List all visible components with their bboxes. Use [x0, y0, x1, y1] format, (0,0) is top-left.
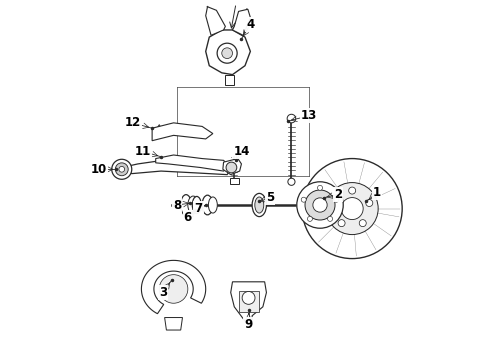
Circle shape	[349, 187, 356, 194]
Text: 7: 7	[195, 202, 203, 215]
Circle shape	[217, 43, 237, 63]
Circle shape	[305, 190, 335, 220]
Circle shape	[328, 216, 333, 221]
Circle shape	[302, 158, 402, 258]
Bar	[230, 178, 239, 184]
Circle shape	[242, 292, 255, 304]
Circle shape	[313, 198, 327, 212]
Circle shape	[226, 162, 237, 173]
Circle shape	[287, 114, 296, 123]
Text: 5: 5	[266, 192, 274, 204]
Circle shape	[332, 199, 339, 207]
Polygon shape	[223, 158, 242, 175]
Circle shape	[338, 220, 345, 227]
Polygon shape	[156, 155, 229, 171]
Text: 9: 9	[245, 318, 253, 331]
Polygon shape	[232, 9, 250, 35]
Text: 8: 8	[173, 198, 181, 212]
Ellipse shape	[181, 195, 192, 215]
Circle shape	[297, 182, 343, 228]
Circle shape	[288, 178, 295, 185]
Text: 4: 4	[246, 18, 254, 31]
Text: 11: 11	[135, 145, 151, 158]
Text: 1: 1	[373, 186, 381, 199]
Text: 12: 12	[124, 116, 141, 129]
Circle shape	[159, 275, 188, 303]
Circle shape	[307, 216, 313, 221]
Polygon shape	[225, 75, 234, 85]
Ellipse shape	[208, 197, 218, 213]
Polygon shape	[231, 282, 267, 321]
Circle shape	[366, 199, 373, 207]
Polygon shape	[165, 318, 182, 330]
Circle shape	[341, 198, 363, 220]
Ellipse shape	[192, 197, 201, 213]
Ellipse shape	[252, 193, 267, 217]
Text: 14: 14	[233, 145, 249, 158]
Text: 10: 10	[91, 163, 107, 176]
Polygon shape	[122, 160, 231, 175]
Text: 6: 6	[184, 211, 192, 224]
Circle shape	[119, 166, 124, 172]
Text: 3: 3	[159, 286, 167, 299]
Polygon shape	[152, 123, 213, 141]
Polygon shape	[206, 30, 250, 75]
Circle shape	[326, 183, 378, 235]
Polygon shape	[142, 260, 206, 314]
Circle shape	[334, 197, 339, 202]
Ellipse shape	[188, 196, 198, 214]
Ellipse shape	[202, 195, 213, 215]
Circle shape	[359, 220, 366, 227]
Circle shape	[301, 197, 306, 202]
Text: 13: 13	[301, 109, 318, 122]
Ellipse shape	[255, 197, 264, 213]
Bar	[239, 291, 259, 312]
Polygon shape	[206, 7, 225, 35]
Circle shape	[318, 185, 322, 190]
Text: 2: 2	[334, 188, 342, 201]
Circle shape	[112, 159, 132, 179]
Circle shape	[115, 163, 128, 176]
Circle shape	[222, 48, 232, 59]
